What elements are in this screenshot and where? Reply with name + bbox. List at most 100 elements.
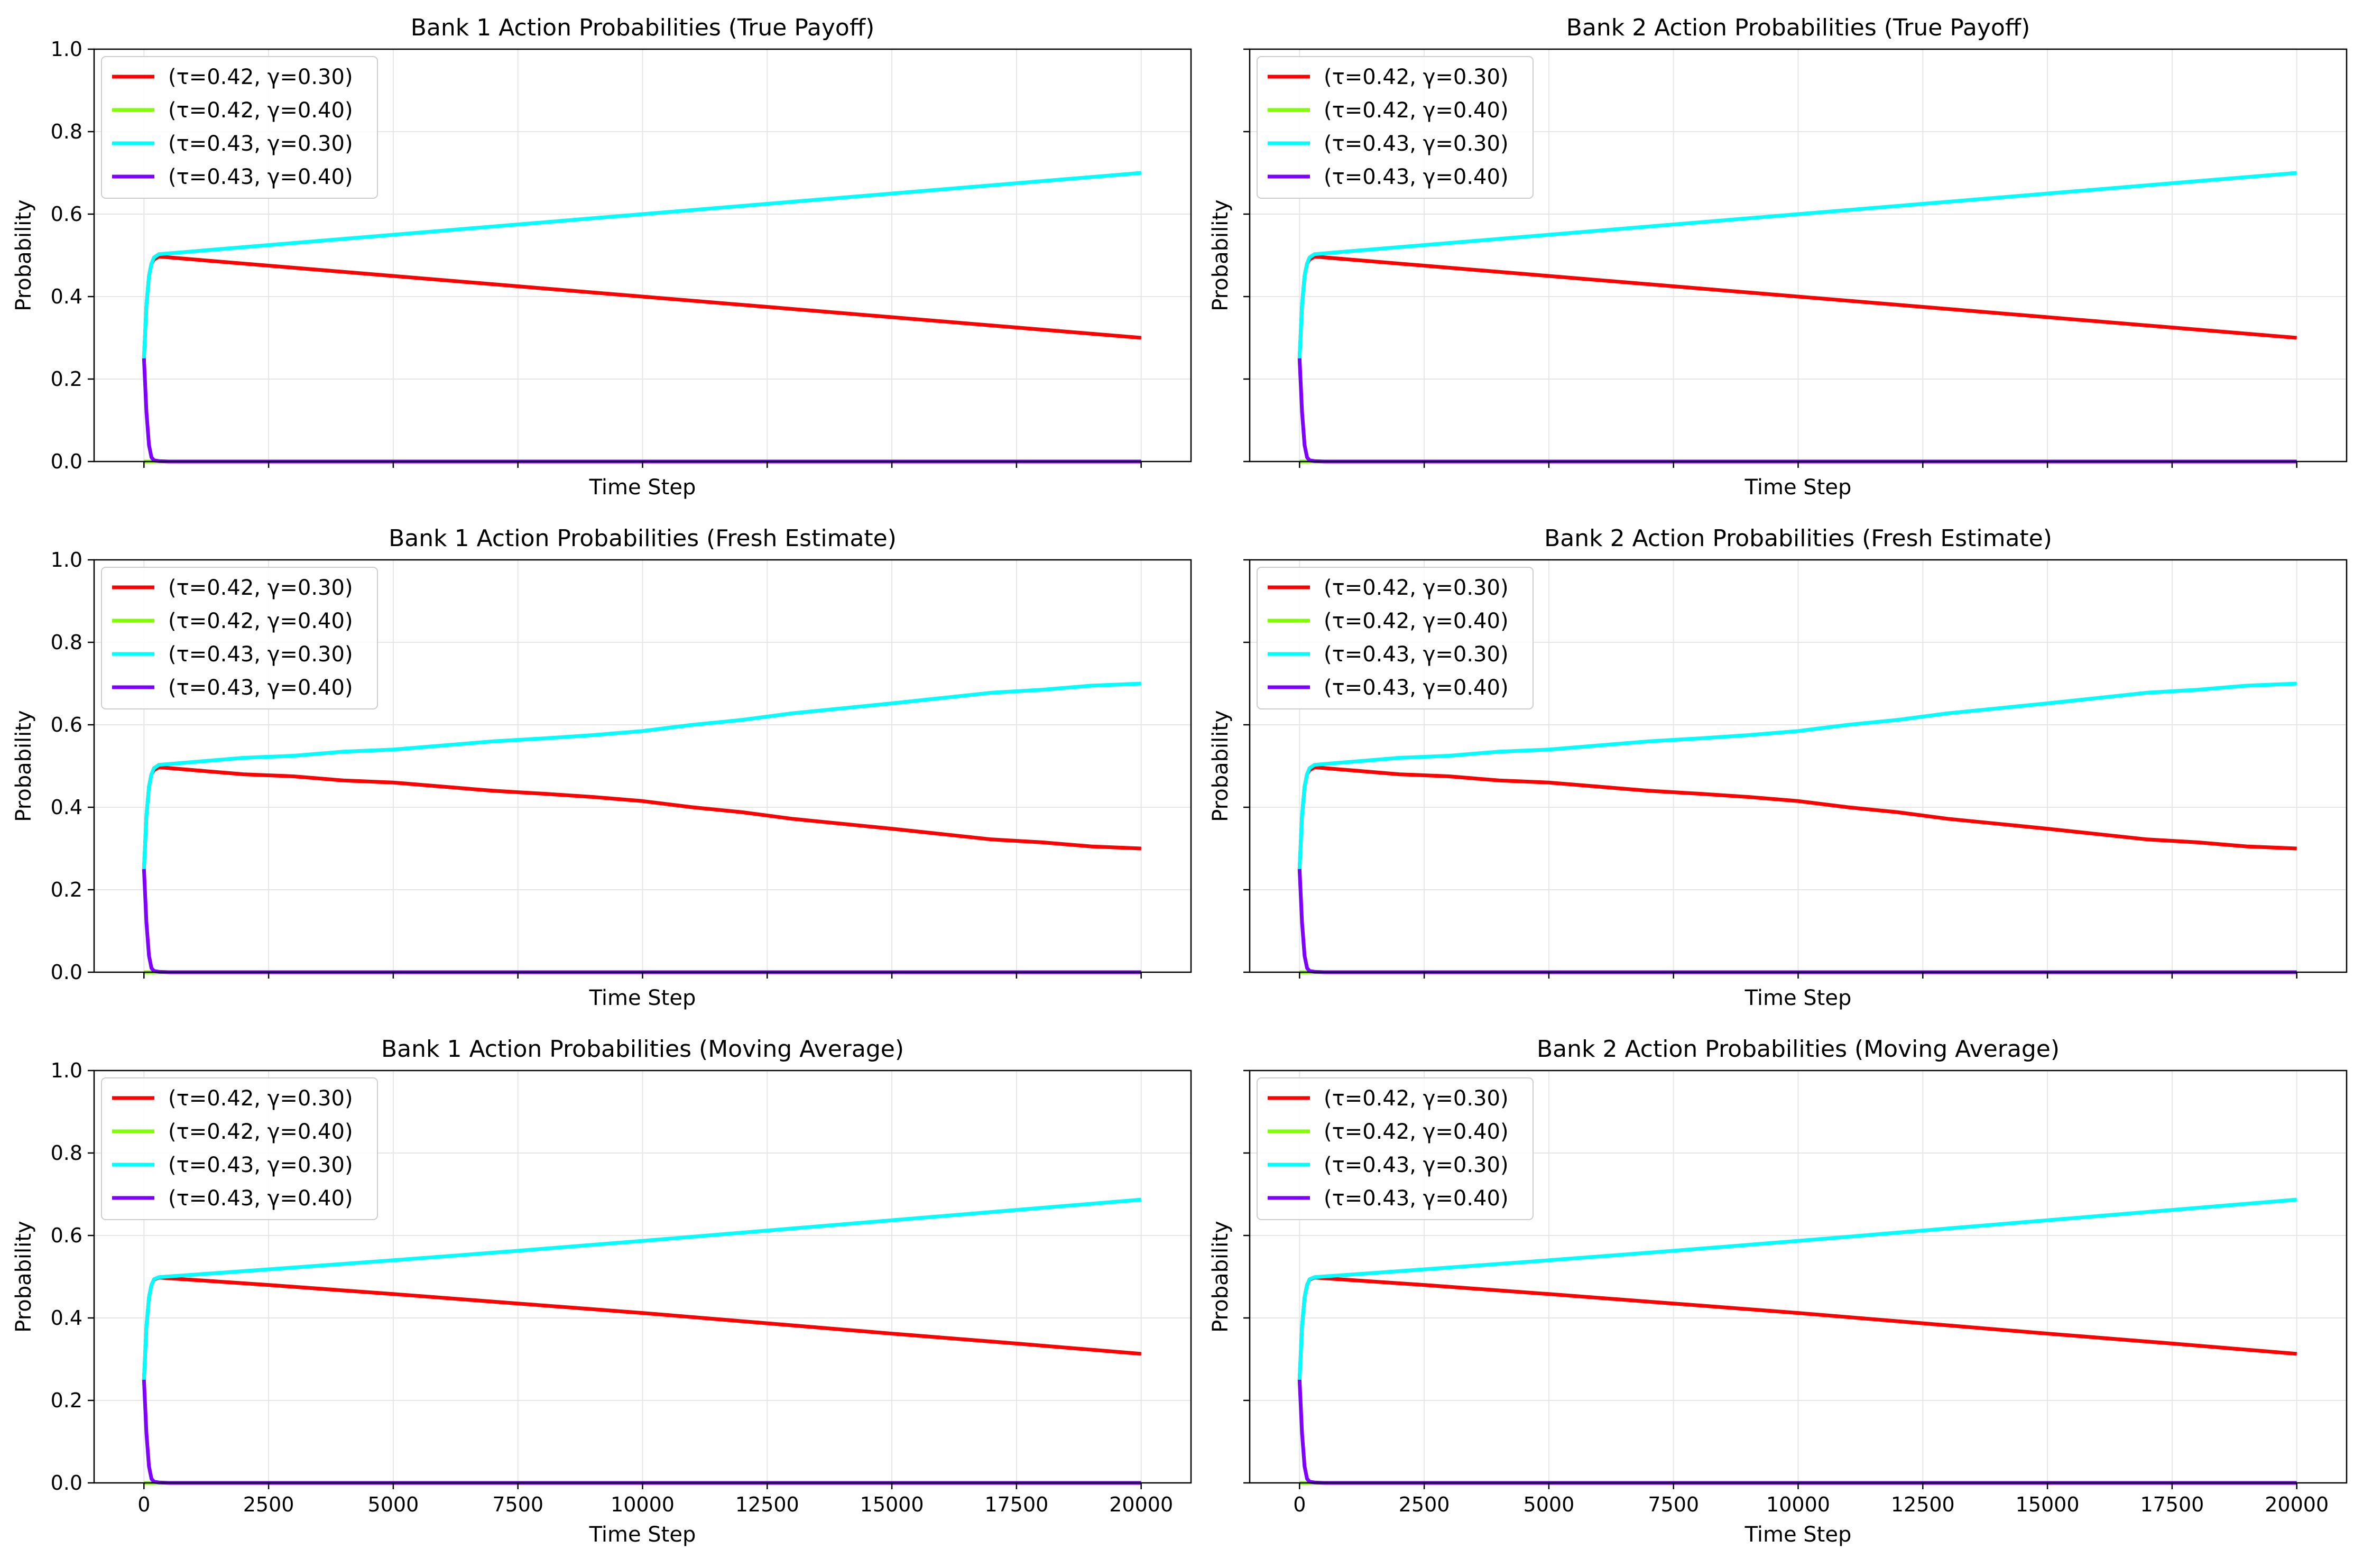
- x-tick-label: 15000: [860, 1493, 924, 1516]
- x-tick-label: 20000: [1109, 1493, 1173, 1516]
- x-tick-label: 17500: [984, 1493, 1048, 1516]
- x-tick-label: 5000: [1524, 1493, 1575, 1516]
- legend-box: [101, 567, 378, 709]
- legend-label: (τ=0.42, γ=0.40): [168, 1120, 353, 1144]
- legend: (τ=0.42, γ=0.30) (τ=0.42, γ=0.40) (τ=0.43,…: [101, 567, 378, 709]
- y-axis-label: Probability: [12, 710, 36, 822]
- legend-label: (τ=0.43, γ=0.30): [168, 642, 353, 667]
- y-tick-label: 0.8: [51, 120, 82, 143]
- subplot-title: Bank 2 Action Probabilities (Moving Aver…: [1537, 1036, 2060, 1063]
- series-line-3: [1297, 1197, 2297, 1380]
- y-tick-label: 0.4: [51, 796, 82, 819]
- series-line-3: [142, 1197, 1141, 1380]
- x-tick-label: 7500: [1648, 1493, 1699, 1516]
- y-axis-label: Probability: [1208, 1221, 1233, 1332]
- y-tick-label: 0.0: [51, 1471, 82, 1495]
- x-tick-label: 2500: [243, 1493, 294, 1516]
- legend-box: [101, 56, 378, 199]
- series-line-3: [1297, 681, 2297, 870]
- x-axis-label: Time Step: [589, 475, 696, 500]
- y-axis-label: Probability: [12, 1221, 36, 1332]
- subplot-title: Bank 1 Action Probabilities (True Payoff…: [411, 14, 875, 41]
- legend-label: (τ=0.43, γ=0.40): [168, 165, 353, 189]
- legend-label: (τ=0.43, γ=0.40): [1324, 676, 1509, 700]
- x-tick-label: 10000: [1766, 1493, 1830, 1516]
- x-tick-label: 0: [137, 1493, 150, 1516]
- legend-label: (τ=0.43, γ=0.40): [168, 1186, 353, 1211]
- x-tick-label: 5000: [368, 1493, 419, 1516]
- x-axis-label: Time Step: [1744, 475, 1852, 500]
- subplot-5: 0 2500 5000 7500 10000 12500 15000 17500 20000 0.…: [12, 1036, 1192, 1547]
- x-tick-label: 7500: [492, 1493, 543, 1516]
- legend-label: (τ=0.42, γ=0.30): [1324, 1086, 1509, 1111]
- y-axis-label: Probability: [1208, 199, 1233, 311]
- legend-label: (τ=0.42, γ=0.30): [1324, 65, 1509, 89]
- y-tick-label: 0.6: [51, 202, 82, 226]
- legend-label: (τ=0.42, γ=0.30): [168, 576, 353, 600]
- y-axis-label: Probability: [1208, 710, 1233, 822]
- legend-label: (τ=0.43, γ=0.30): [1324, 1153, 1509, 1177]
- y-tick-label: 0.8: [51, 631, 82, 654]
- subplot-4: Bank 2 Action Probabilities (Fresh Estim…: [1208, 525, 2348, 1010]
- legend-label: (τ=0.43, γ=0.30): [1324, 642, 1509, 667]
- subplot-6: 0 2500 5000 7500 10000 12500 15000 17500 20000 Ba…: [1208, 1036, 2348, 1547]
- legend-box: [1257, 567, 1534, 709]
- legend-box: [101, 1077, 378, 1220]
- series-line-3: [142, 681, 1141, 870]
- legend-label: (τ=0.42, γ=0.30): [1324, 576, 1509, 600]
- x-tick-label: 17500: [2140, 1493, 2204, 1516]
- y-tick-label: 1.0: [51, 1059, 82, 1082]
- legend-label: (τ=0.42, γ=0.30): [168, 1086, 353, 1111]
- y-axis-label: Probability: [12, 199, 36, 311]
- legend: (τ=0.42, γ=0.30) (τ=0.42, γ=0.40) (τ=0.43,…: [1257, 567, 1534, 709]
- y-tick-label: 0.0: [51, 961, 82, 984]
- legend-label: (τ=0.42, γ=0.40): [168, 609, 353, 633]
- x-tick-label: 2500: [1399, 1493, 1450, 1516]
- legend: (τ=0.42, γ=0.30) (τ=0.42, γ=0.40) (τ=0.43,…: [101, 1077, 378, 1220]
- legend-label: (τ=0.43, γ=0.40): [1324, 1186, 1509, 1211]
- subplot-title: Bank 1 Action Probabilities (Moving Aver…: [381, 1036, 904, 1063]
- y-tick-label: 0.8: [51, 1141, 82, 1165]
- x-axis-label: Time Step: [1744, 986, 1852, 1010]
- legend-box: [1257, 1077, 1534, 1220]
- series-line-3: [142, 171, 1141, 359]
- x-tick-label: 15000: [2016, 1493, 2080, 1516]
- subplot-1: 0.0 0.2 0.4 0.6 0.8 1.0 Bank 1 Action Probabil…: [12, 14, 1192, 500]
- x-tick-label: 12500: [735, 1493, 799, 1516]
- x-axis-label: Time Step: [589, 1523, 696, 1547]
- series-line-3: [1297, 171, 2297, 359]
- y-tick-label: 0.2: [51, 1389, 82, 1412]
- subplot-title: Bank 2 Action Probabilities (True Payoff…: [1566, 14, 2030, 41]
- legend-label: (τ=0.43, γ=0.30): [1324, 132, 1509, 156]
- legend-label: (τ=0.42, γ=0.30): [168, 65, 353, 89]
- legend-box: [1257, 56, 1534, 199]
- legend: (τ=0.42, γ=0.30) (τ=0.42, γ=0.40) (τ=0.43,…: [1257, 56, 1534, 199]
- subplot-3: 0.0 0.2 0.4 0.6 0.8 1.0 Bank 1 Action Probabil…: [12, 525, 1192, 1010]
- y-tick-label: 0.6: [51, 1224, 82, 1247]
- subplot-title: Bank 2 Action Probabilities (Fresh Estim…: [1544, 525, 2052, 552]
- legend-label: (τ=0.42, γ=0.40): [168, 98, 353, 123]
- subplot-2: Bank 2 Action Probabilities (True Payoff…: [1208, 14, 2348, 500]
- x-axis-label: Time Step: [1744, 1523, 1852, 1547]
- legend: (τ=0.42, γ=0.30) (τ=0.42, γ=0.40) (τ=0.43,…: [101, 56, 378, 199]
- legend: (τ=0.42, γ=0.30) (τ=0.42, γ=0.40) (τ=0.43,…: [1257, 1077, 1534, 1220]
- legend-label: (τ=0.43, γ=0.40): [1324, 165, 1509, 189]
- legend-label: (τ=0.43, γ=0.30): [168, 132, 353, 156]
- x-tick-label: 0: [1293, 1493, 1306, 1516]
- y-tick-label: 1.0: [51, 38, 82, 61]
- y-tick-label: 0.6: [51, 713, 82, 736]
- legend-label: (τ=0.42, γ=0.40): [1324, 98, 1509, 123]
- legend-label: (τ=0.43, γ=0.40): [168, 676, 353, 700]
- x-tick-label: 20000: [2265, 1493, 2329, 1516]
- y-tick-label: 0.4: [51, 285, 82, 308]
- x-tick-label: 10000: [611, 1493, 675, 1516]
- y-tick-label: 0.2: [51, 367, 82, 391]
- legend-label: (τ=0.42, γ=0.40): [1324, 609, 1509, 633]
- legend-label: (τ=0.43, γ=0.30): [168, 1153, 353, 1177]
- y-tick-label: 0.4: [51, 1306, 82, 1330]
- subplot-title: Bank 1 Action Probabilities (Fresh Estim…: [389, 525, 897, 552]
- legend-label: (τ=0.42, γ=0.40): [1324, 1120, 1509, 1144]
- y-tick-label: 0.2: [51, 878, 82, 901]
- y-tick-label: 1.0: [51, 548, 82, 571]
